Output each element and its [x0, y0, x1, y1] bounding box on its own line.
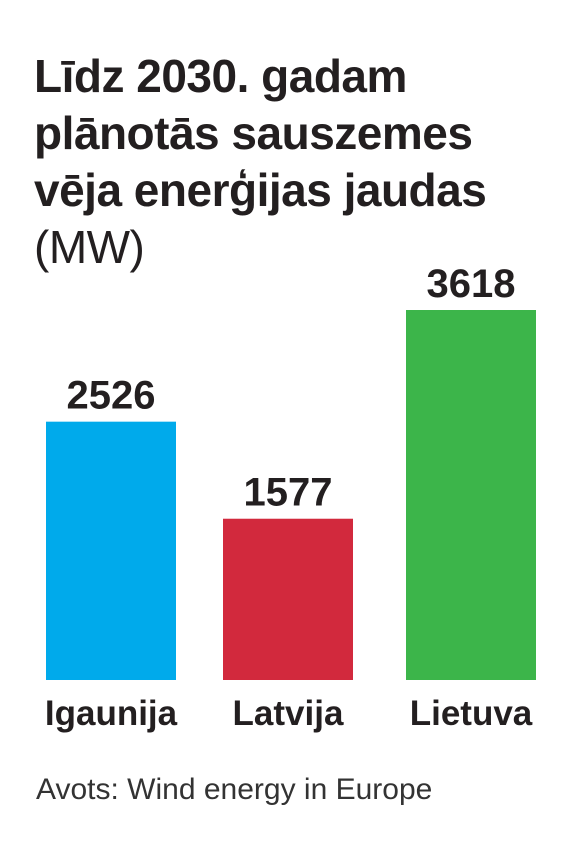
- value-label-lietuva: 3618: [427, 262, 516, 306]
- category-label-latvija: Latvija: [233, 694, 344, 733]
- bars-layer: [46, 310, 536, 680]
- bar-lietuva: [406, 310, 536, 680]
- value-label-latvija: 1577: [244, 471, 333, 515]
- category-label-lietuva: Lietuva: [410, 694, 533, 733]
- value-label-igaunija: 2526: [67, 374, 156, 418]
- chart-unit: (MW): [34, 221, 145, 273]
- bar-latvija: [223, 518, 353, 680]
- chart-title: Līdz 2030. gadam plānotās sauszemes vēja…: [34, 48, 564, 276]
- labels-layer: 2526 Igaunija 1577 Latvija 3618 Lietuva: [45, 262, 533, 733]
- chart-title-text: Līdz 2030. gadam plānotās sauszemes vēja…: [34, 50, 487, 216]
- bar-igaunija: [46, 421, 176, 680]
- source-note: Avots: Wind energy in Europe: [36, 773, 433, 806]
- category-label-igaunija: Igaunija: [45, 694, 178, 733]
